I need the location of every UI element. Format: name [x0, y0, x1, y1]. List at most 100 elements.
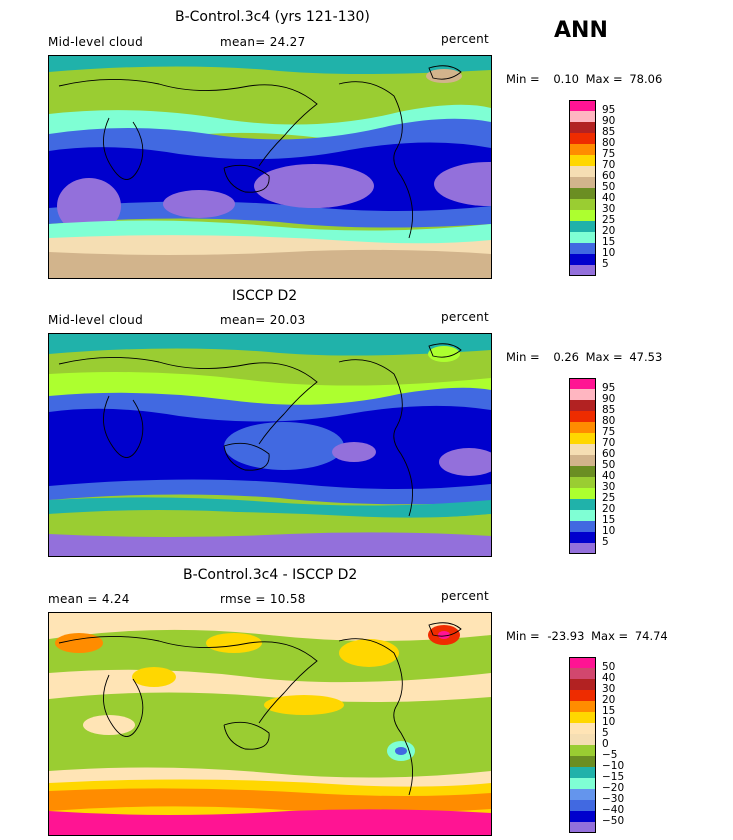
colorbar-tick-label: 60: [602, 448, 616, 460]
colorbar-swatch: [569, 822, 596, 833]
colorbar-tick-label: −20: [602, 782, 625, 794]
colorbar-swatch: [569, 712, 596, 723]
colorbar-swatch: [569, 210, 596, 221]
colorbar-tick-label: 5: [602, 258, 609, 270]
panel-right-label: percent: [441, 310, 490, 324]
colorbar-tick-label: 85: [602, 404, 616, 416]
colorbar-swatch: [569, 499, 596, 510]
colorbar-tick-label: 40: [602, 672, 616, 684]
colorbar-swatch: [569, 155, 596, 166]
contour-map-svg: [49, 334, 491, 556]
colorbar-tick-label: 90: [602, 115, 616, 127]
colorbar-tick-label: 60: [602, 170, 616, 182]
colorbar-swatch: [569, 521, 596, 532]
colorbar-tick-label: 10: [602, 247, 616, 259]
southern-max: [49, 788, 491, 813]
colorbar-swatch: [569, 756, 596, 767]
max-label: Max =: [585, 350, 623, 364]
colorbar-tick-label: 80: [602, 137, 616, 149]
colorbar-swatch: [569, 767, 596, 778]
max-label: Max =: [585, 72, 623, 86]
anomaly-low: [395, 747, 407, 755]
colorbar-tick-label: 40: [602, 470, 616, 482]
coast-greenland: [428, 622, 462, 637]
colorbar-swatch: [569, 477, 596, 488]
colorbar: 95 90 85 80 75 70 60 50 40 30 25 20 15 10 5: [569, 100, 615, 276]
low-cloud-region-2: [254, 164, 374, 208]
min-value: -23.93: [547, 629, 585, 643]
colorbar-swatch: [569, 177, 596, 188]
colorbar-tick-label: 15: [602, 236, 616, 248]
colorbar-tick-label: 80: [602, 415, 616, 427]
contour-map: [48, 612, 492, 836]
colorbar: 95 90 85 80 75 70 60 50 40 30 25 20 15 10 5: [569, 378, 615, 554]
colorbar-tick-label: −10: [602, 760, 625, 772]
colorbar-tick-label: 20: [602, 503, 616, 515]
anomaly-peak: [438, 631, 450, 639]
contour-map: [48, 333, 492, 557]
min-value: 0.10: [553, 72, 579, 86]
colorbar-tick-label: −40: [602, 804, 625, 816]
colorbar-tick-label: 70: [602, 437, 616, 449]
colorbar-swatch: [569, 734, 596, 745]
colorbar-tick-label: 50: [602, 459, 616, 471]
coast-africa: [103, 395, 144, 458]
coast-americas: [338, 81, 414, 239]
panel-mid-label: mean= 24.27: [220, 35, 306, 49]
colorbar-swatch: [569, 657, 596, 668]
colorbar: 50 40 30 20 15 10 5 0 −5 −10 −15 −20 −30 −40 −50: [569, 657, 624, 833]
colorbar-swatch: [569, 789, 596, 800]
panel-left-label: mean = 4.24: [48, 592, 130, 606]
low-cloud-region-1: [439, 448, 491, 476]
colorbar-swatch: [569, 122, 596, 133]
min-max-readout: Min = 0.10 Max = 78.06: [506, 72, 662, 86]
colorbar-swatch: [569, 232, 596, 243]
colorbar-tick-label: 5: [602, 727, 609, 739]
southern-band: [49, 767, 491, 790]
colorbar-swatch: [569, 778, 596, 789]
arctic-band: [49, 56, 491, 74]
southern-band: [49, 220, 491, 247]
colorbar-tick-label: 70: [602, 159, 616, 171]
min-value: 0.26: [553, 350, 579, 364]
colorbar-tick-label: 50: [602, 181, 616, 193]
colorbar-swatch: [569, 166, 596, 177]
coast-australia: [223, 164, 270, 193]
greenland-patch: [428, 346, 460, 362]
coastlines: [58, 65, 462, 239]
colorbar-swatch: [569, 668, 596, 679]
min-max-readout: Min = 0.26 Max = 47.53: [506, 350, 662, 364]
colorbar-swatch: [569, 723, 596, 734]
colorbar-swatch: [569, 488, 596, 499]
colorbar-tick-label: 10: [602, 716, 616, 728]
coast-australia: [223, 721, 270, 750]
antarctic-band: [49, 532, 491, 556]
low-cloud-region-1: [57, 178, 121, 234]
colorbar-swatch: [569, 188, 596, 199]
coast-eurasia: [58, 636, 318, 724]
colorbar-tick-label: −5: [602, 749, 618, 761]
antarctic-band: [49, 249, 491, 278]
min-label: Min =: [506, 72, 540, 86]
colorbar-swatch: [569, 144, 596, 155]
colorbar-swatch: [569, 378, 596, 389]
colorbar-swatch: [569, 221, 596, 232]
colorbar-swatch: [569, 243, 596, 254]
arctic-band: [49, 334, 491, 356]
greenland-patch: [426, 69, 462, 83]
colorbar-tick-label: 90: [602, 393, 616, 405]
colorbar-tick-label: 75: [602, 426, 616, 438]
anomaly-region-1: [55, 633, 103, 653]
colorbar-tick-label: −50: [602, 815, 625, 827]
colorbar-swatch: [569, 254, 596, 265]
colorbar-tick-label: 10: [602, 525, 616, 537]
max-value: 47.53: [629, 350, 663, 364]
colorbar-swatch: [569, 690, 596, 701]
coast-americas: [338, 359, 414, 517]
colorbar-tick-label: 30: [602, 203, 616, 215]
antarctic-band: [49, 809, 491, 835]
colorbar-tick-label: −30: [602, 793, 625, 805]
colorbar-tick-label: 50: [602, 661, 616, 673]
colorbar-swatch: [569, 532, 596, 543]
contour-map: [48, 55, 492, 279]
